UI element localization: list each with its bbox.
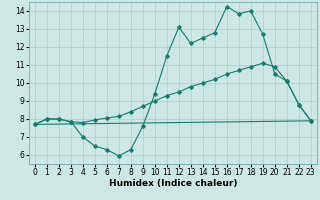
X-axis label: Humidex (Indice chaleur): Humidex (Indice chaleur): [108, 179, 237, 188]
